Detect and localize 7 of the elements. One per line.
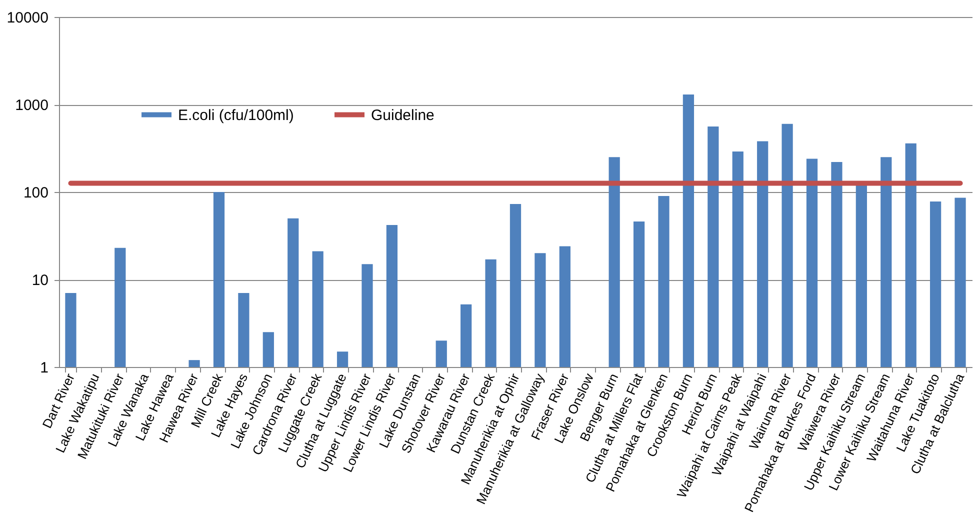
y-tick-label: 1	[40, 360, 48, 376]
legend-label: E.coli (cfu/100ml)	[178, 106, 294, 124]
legend-label: Guideline	[371, 106, 434, 124]
y-tick-label: 100	[23, 184, 48, 202]
y-tick-label: 10000	[6, 10, 48, 26]
y-tick-label: 1000	[15, 97, 48, 114]
y-tick-label: 10	[32, 272, 48, 289]
